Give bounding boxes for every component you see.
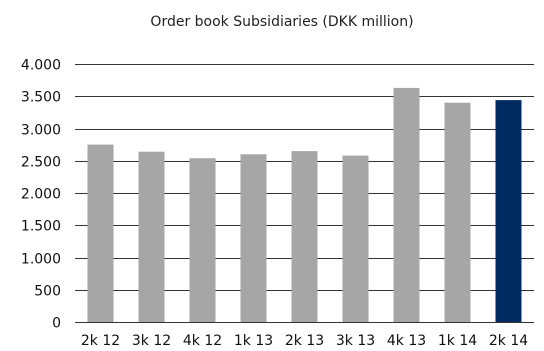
y-tick-label: 4.000 [21, 58, 61, 74]
x-tick-label: 2k 12 [81, 333, 120, 349]
x-axis-tick-labels: 2k 12 3k 12 4k 12 1k 13 2k 13 3k 13 4k 13 1k 14… [81, 333, 528, 349]
y-tick-label: 0 [52, 316, 61, 332]
x-tick-label: 3k 12 [132, 333, 171, 349]
y-tick-label: 2.000 [21, 187, 61, 203]
x-tick-label: 1k 13 [234, 333, 273, 349]
y-tick-label: 1.500 [21, 219, 61, 235]
chart-title: Order book Subsidiaries (DKK million) [150, 14, 413, 30]
bar-3k-13 [342, 155, 369, 322]
x-tick-label: 4k 13 [387, 333, 426, 349]
y-tick-label: 2.500 [21, 155, 61, 171]
bar-2k-12 [87, 144, 114, 322]
x-tick-label: 4k 12 [183, 333, 222, 349]
y-tick-label: 3.500 [21, 90, 61, 106]
x-tick-label: 2k 13 [285, 333, 324, 349]
y-tick-label: 1.000 [21, 252, 61, 268]
bars [87, 87, 522, 323]
bar-1k-14 [444, 102, 471, 322]
y-tick-label: 500 [34, 284, 61, 300]
bar-4k-12 [189, 158, 216, 322]
bar-3k-12 [138, 151, 165, 322]
bar-2k-13 [291, 151, 318, 322]
x-tick-label: 3k 13 [336, 333, 375, 349]
y-tick-label: 3.000 [21, 123, 61, 139]
x-tick-label: 2k 14 [489, 333, 528, 349]
y-axis-tick-labels: 0 500 1.000 1.500 2.000 2.500 3.000 3.500 4.000 [21, 58, 61, 332]
bar-1k-13 [240, 154, 267, 322]
bar-4k-13 [393, 87, 420, 323]
x-tick-label: 1k 14 [438, 333, 477, 349]
bar-2k-14 [495, 100, 522, 322]
